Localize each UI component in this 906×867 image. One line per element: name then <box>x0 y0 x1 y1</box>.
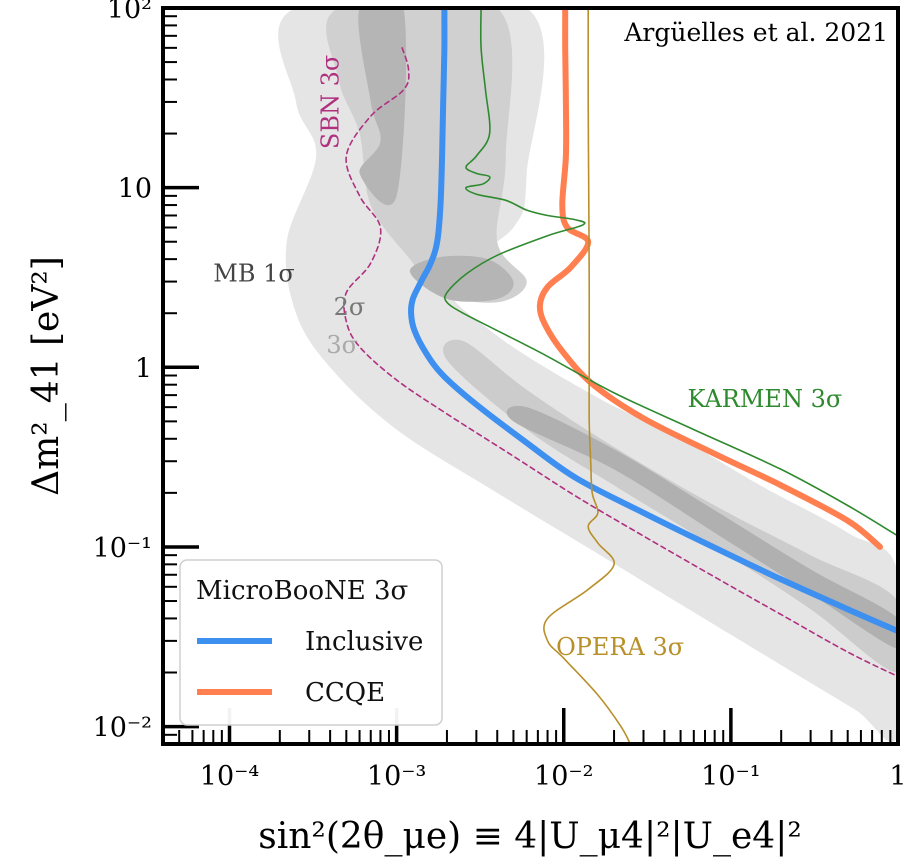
legend-box <box>179 559 443 726</box>
annotation-karmen-3-: KARMEN 3σ <box>687 385 842 413</box>
curve-karmen-3- <box>443 8 898 537</box>
annotation-opera-3-: OPERA 3σ <box>556 633 684 661</box>
annotation-2-: 2σ <box>334 293 366 321</box>
legend-title: MicroBooNE 3σ <box>196 576 408 606</box>
annotation-sbn-3-: SBN 3σ <box>317 55 345 149</box>
curve-opera-3- <box>543 8 632 744</box>
exclusion-curves <box>343 8 898 744</box>
y-tick-label: 10 <box>118 174 152 205</box>
legend-inclusive-label: Inclusive <box>305 627 423 657</box>
region-mb-1-island-4 <box>409 255 514 302</box>
annotation-3-: 3σ <box>326 331 358 359</box>
plot-frame <box>161 6 900 746</box>
curve-inclusive <box>408 8 898 635</box>
y-tick-label: 10⁻² <box>93 713 152 744</box>
y-tick-label: 1 <box>135 353 152 384</box>
x-tick-label: 10⁻² <box>534 761 593 792</box>
legend-ccqe-label: CCQE <box>305 678 385 708</box>
annotations: SBN 3σ MB 1σ 2σ 3σ KARMEN 3σ OPERA 3σ <box>213 55 842 661</box>
x-axis-title: sin²(2θ_μe) ≡ 4|U_μ4|²|U_e4|² <box>258 816 802 857</box>
legend: MicroBooNE 3σ Inclusive CCQE <box>179 559 443 726</box>
y-tick-label: 10⁻¹ <box>93 533 152 564</box>
x-tick-label: 10⁻¹ <box>701 761 760 792</box>
curve-sbn-3- <box>343 47 898 678</box>
x-tick-label: 10⁻⁴ <box>200 761 259 792</box>
axis-ticks: 10⁻⁴ 10⁻³ 10⁻² 10⁻¹ 1 10⁻² 10⁻¹ 1 10 10² <box>93 0 906 792</box>
annotation-mb-1-: MB 1σ <box>213 260 295 288</box>
y-axis-title: Δm²_41 [eV²] <box>26 256 67 496</box>
credit-label: Argüelles et al. 2021 <box>623 18 888 47</box>
curve-ccqe <box>536 8 883 550</box>
y-tick-label: 10² <box>107 0 152 25</box>
x-tick-label: 10⁻³ <box>367 761 426 792</box>
region-mb-1-band-5 <box>506 405 898 650</box>
x-tick-label: 1 <box>889 761 906 792</box>
